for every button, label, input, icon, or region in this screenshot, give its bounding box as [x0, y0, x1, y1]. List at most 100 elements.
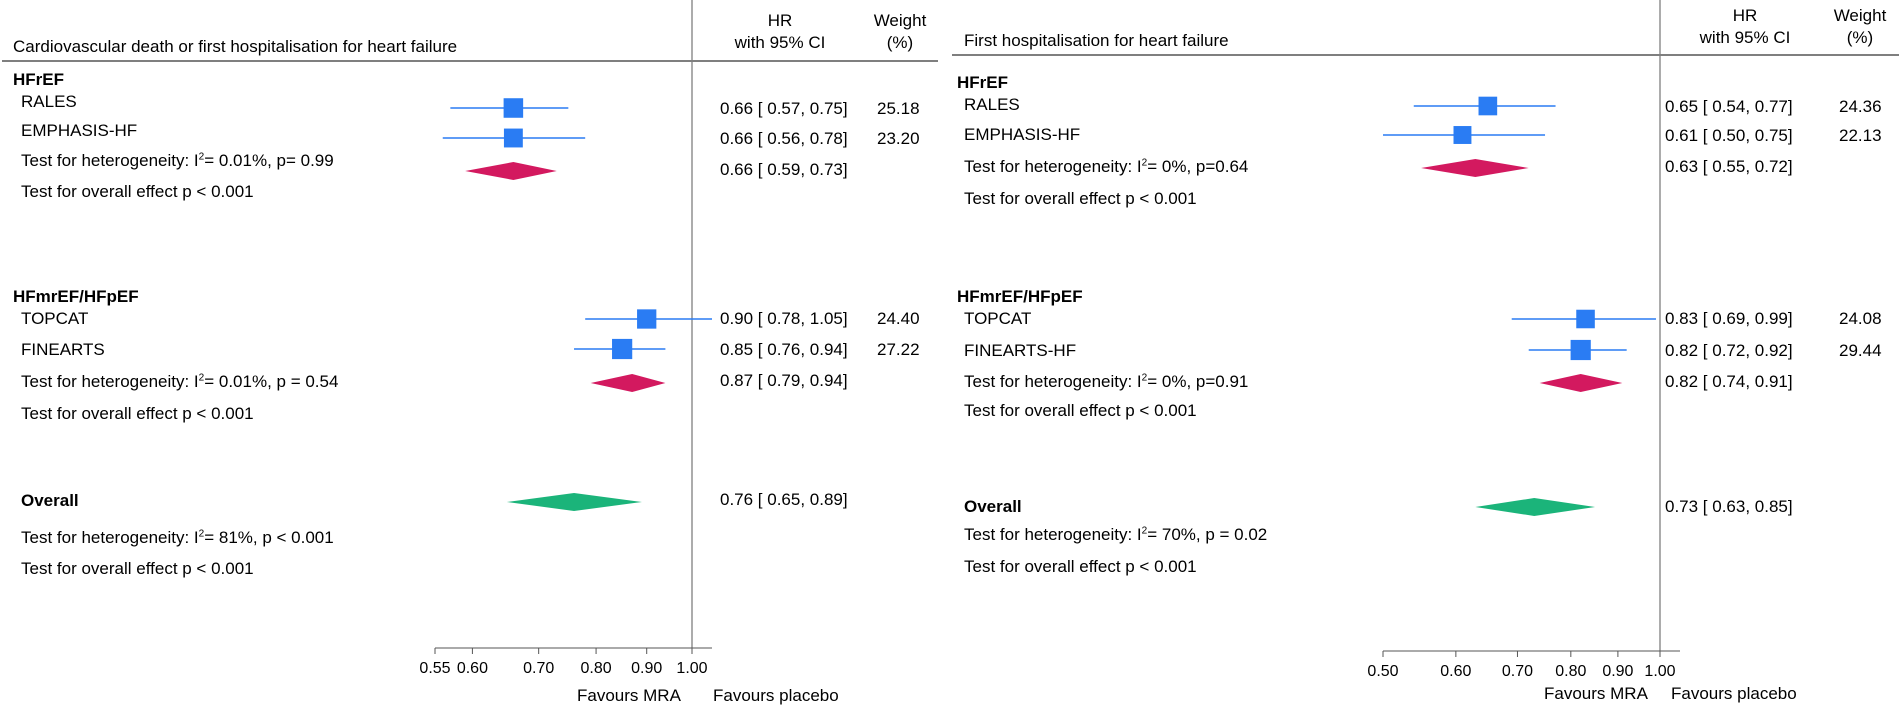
subgroup-pooled-diamond	[465, 162, 557, 180]
weight-header-line2: (%)	[886, 33, 914, 52]
x-tick-label: 0.50	[1367, 663, 1398, 680]
x-tick-label: 0.70	[1502, 663, 1533, 680]
study-name: EMPHASIS-HF	[21, 121, 138, 140]
ci-text: 0.82 [ 0.72, 0.92]	[1665, 341, 1793, 360]
overall-effect-test: Test for overall effect p < 0.001	[21, 559, 254, 578]
favours-mra-label: Favours MRA	[577, 686, 681, 705]
favours-placebo-label: Favours placebo	[1671, 684, 1797, 703]
weight-value: 24.08	[1839, 309, 1882, 328]
x-tick-label: 0.60	[457, 660, 488, 677]
weight-value: 29.44	[1839, 341, 1882, 360]
overall-effect-test: Test for overall effect p < 0.001	[964, 401, 1197, 420]
study-point-marker	[1478, 96, 1498, 116]
hr-header-line1: HR	[767, 11, 793, 30]
overall-effect-test: Test for overall effect p < 0.001	[964, 557, 1197, 576]
study-name: TOPCAT	[21, 309, 89, 328]
weight-value: 24.36	[1839, 97, 1882, 116]
pooled-ci-text: 0.66 [ 0.59, 0.73]	[720, 160, 848, 179]
weight-value: 22.13	[1839, 126, 1882, 145]
weight-value: 23.20	[877, 129, 920, 148]
weight-header: Weight (%)	[1825, 5, 1895, 49]
overall-label: Overall	[21, 491, 79, 510]
weight-header-line1: Weight	[1833, 6, 1887, 25]
study-point-marker	[637, 309, 657, 329]
overall-effect-test: Test for overall effect p < 0.001	[21, 182, 254, 201]
het-text: = 0%, p=0.64	[1147, 157, 1249, 176]
subgroup-pooled-diamond	[1539, 374, 1623, 392]
overall-label: Overall	[964, 497, 1022, 516]
hr-header: HR with 95% CI	[720, 10, 840, 54]
panel-title: Cardiovascular death or first hospitalis…	[13, 37, 458, 56]
weight-value: 27.22	[877, 340, 920, 359]
study-point-marker	[503, 98, 524, 118]
x-tick-label: 0.60	[1440, 663, 1471, 680]
subgroup-pooled-diamond	[590, 374, 666, 392]
heterogeneity-test: Test for heterogeneity: I2= 81%, p < 0.0…	[21, 528, 334, 547]
weight-value: 24.40	[877, 309, 920, 328]
x-tick-label: 0.90	[1602, 663, 1633, 680]
forest-plot-right-svg: 0.50 0.60 0.70 0.80 0.90 1.00	[952, 0, 1899, 680]
hr-header-line2: with 95% CI	[734, 33, 826, 52]
study-name: TOPCAT	[964, 309, 1032, 328]
weight-header-line1: Weight	[873, 11, 927, 30]
panel-title: First hospitalisation for heart failure	[964, 31, 1229, 50]
overall-ci-text: 0.76 [ 0.65, 0.89]	[720, 490, 848, 509]
favours-mra-label: Favours MRA	[1544, 684, 1648, 703]
heterogeneity-test: Test for heterogeneity: I2= 0%, p=0.91	[964, 372, 1249, 391]
forest-plot-left: 0.55 0.60 0.70 0.80 0.90 1.00 Cardiovascular …	[0, 0, 940, 707]
group-label: HFrEF	[13, 70, 64, 89]
study-point-marker	[1453, 126, 1472, 144]
overall-pooled-diamond	[1475, 498, 1596, 516]
het-text: = 70%, p = 0.02	[1147, 525, 1268, 544]
study-point-marker	[503, 128, 523, 148]
group-label: HFmrEF/HFpEF	[957, 287, 1083, 306]
overall-effect-test: Test for overall effect p < 0.001	[964, 189, 1197, 208]
weight-header-line2: (%)	[1846, 28, 1874, 47]
overall-ci-text: 0.73 [ 0.63, 0.85]	[1665, 497, 1793, 516]
het-text: = 0%, p=0.91	[1147, 372, 1249, 391]
pooled-ci-text: 0.82 [ 0.74, 0.91]	[1665, 372, 1793, 391]
study-name: FINEARTS	[21, 340, 105, 359]
het-text: Test for heterogeneity: I	[21, 151, 199, 170]
ci-text: 0.66 [ 0.56, 0.78]	[720, 129, 848, 148]
weight-value: 25.18	[877, 99, 920, 118]
study-name: RALES	[964, 95, 1020, 114]
x-tick-label: 0.70	[523, 660, 554, 677]
overall-effect-test: Test for overall effect p < 0.001	[21, 404, 254, 423]
pooled-ci-text: 0.87 [ 0.79, 0.94]	[720, 371, 848, 390]
study-point-marker	[1570, 339, 1591, 361]
het-text: = 81%, p < 0.001	[204, 528, 334, 547]
study-point-marker	[1576, 309, 1595, 329]
study-name: EMPHASIS-HF	[964, 125, 1081, 144]
het-text: = 0.01%, p= 0.99	[204, 151, 334, 170]
study-point-marker	[612, 338, 633, 360]
het-text: Test for heterogeneity: I	[964, 372, 1142, 391]
weight-header: Weight (%)	[865, 10, 935, 54]
ci-text: 0.61 [ 0.50, 0.75]	[1665, 126, 1793, 145]
heterogeneity-test: Test for heterogeneity: I2= 70%, p = 0.0…	[964, 525, 1268, 544]
heterogeneity-test: Test for heterogeneity: I2= 0%, p=0.64	[964, 157, 1249, 176]
x-tick-label: 0.55	[419, 660, 450, 677]
hr-header-line2: with 95% CI	[1699, 28, 1791, 47]
het-text: Test for heterogeneity: I	[964, 157, 1142, 176]
x-tick-label: 0.80	[1555, 663, 1586, 680]
forest-plot-left-svg: 0.55 0.60 0.70 0.80 0.90 1.00	[2, 0, 938, 677]
heterogeneity-test: Test for heterogeneity: I2= 0.01%, p= 0.…	[21, 151, 334, 170]
study-name: FINEARTS-HF	[964, 341, 1077, 360]
ci-text: 0.83 [ 0.69, 0.99]	[1665, 309, 1793, 328]
ci-text: 0.66 [ 0.57, 0.75]	[720, 99, 848, 118]
het-text: Test for heterogeneity: I	[21, 528, 199, 547]
favours-placebo-label: Favours placebo	[713, 686, 839, 705]
group-label: HFmrEF/HFpEF	[13, 287, 139, 306]
x-tick-label: 0.80	[581, 660, 612, 677]
hr-header: HR with 95% CI	[1685, 5, 1805, 49]
ci-text: 0.65 [ 0.54, 0.77]	[1665, 97, 1793, 116]
overall-pooled-diamond	[506, 493, 642, 511]
forest-plot-right: 0.50 0.60 0.70 0.80 0.90 1.00 First hospitali…	[950, 0, 1901, 707]
group-label: HFrEF	[957, 73, 1008, 92]
het-text: Test for heterogeneity: I	[21, 372, 199, 391]
x-tick-label: 1.00	[1644, 663, 1675, 680]
x-tick-label: 0.90	[631, 660, 662, 677]
hr-header-line1: HR	[1732, 6, 1758, 25]
study-name: RALES	[21, 92, 77, 111]
